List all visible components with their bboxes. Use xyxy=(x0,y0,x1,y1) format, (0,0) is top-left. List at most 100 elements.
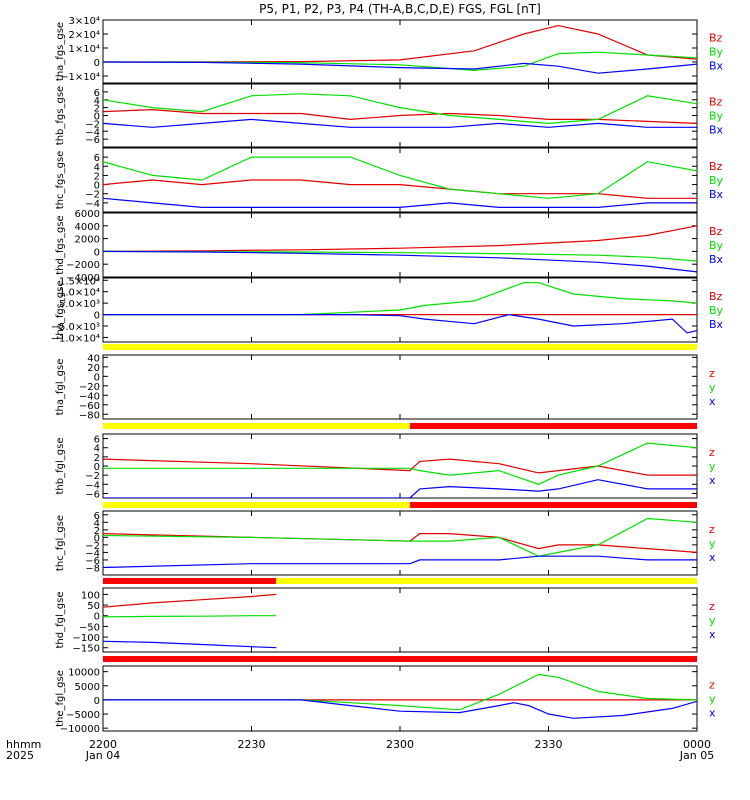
y-axis-label: thc_fgs_gse xyxy=(55,151,66,210)
legend-item-z: z xyxy=(709,523,715,536)
legend-item-x: x xyxy=(709,551,716,564)
y-tick-label: 4 xyxy=(94,444,100,455)
y-tick-label: 4 xyxy=(94,518,100,529)
series-line-x xyxy=(103,555,697,569)
legend-item-Bx: Bx xyxy=(709,124,724,137)
y-tick-label: −8 xyxy=(85,563,100,574)
y-tick-label: −6 xyxy=(85,135,100,146)
x-axis-label-line1: hhmm xyxy=(6,738,41,751)
panel-frame xyxy=(102,665,698,732)
y-tick-label: −2 xyxy=(85,190,100,201)
y-tick-label: −150 xyxy=(73,644,100,655)
y-tick-label: −5.0×10³ xyxy=(51,322,100,333)
y-tick-label: 0 xyxy=(94,112,100,123)
y-tick-label: −4 xyxy=(85,480,100,491)
panel-frame xyxy=(102,19,698,84)
series-line-By xyxy=(103,51,697,72)
status-bar xyxy=(103,423,697,429)
x-tick-label: 0000 xyxy=(683,738,711,751)
y-axis-label: thd_fgs_gse xyxy=(55,215,66,274)
series-line-Bz xyxy=(103,24,697,63)
y-tick-label: −1×10⁴ xyxy=(60,72,100,83)
series-group xyxy=(103,93,697,128)
legend-item-z: z xyxy=(709,679,715,692)
series-line-Bz xyxy=(103,108,697,124)
y-tick-label: −2 xyxy=(85,119,100,130)
y-tick-label: −4 xyxy=(85,127,100,138)
y-tick-label: −40 xyxy=(79,391,100,402)
y-tick-label: 0 xyxy=(94,533,100,544)
series-group xyxy=(103,282,697,334)
status-segment-yellow xyxy=(103,423,410,429)
series-line-x xyxy=(103,699,697,719)
status-segment-red xyxy=(409,423,697,429)
series-line-Bx xyxy=(103,61,697,74)
y-axis-label: thd_fgl_gse xyxy=(55,592,66,649)
y-tick-label: 0 xyxy=(94,58,100,69)
y-tick-label: 4 xyxy=(94,162,100,173)
x-tick-date-label: Jan 04 xyxy=(85,749,120,762)
legend-item-y: y xyxy=(709,693,716,706)
y-axis-label: thb_fgs_gse xyxy=(55,86,66,145)
panel-frame xyxy=(102,354,698,420)
legend-item-y: y xyxy=(709,460,716,473)
panel-frame xyxy=(102,433,698,499)
y-tick-label: 1.5×10⁴ xyxy=(59,276,100,287)
y-tick-label: −2 xyxy=(85,471,100,482)
series-line-Bx xyxy=(103,250,697,273)
series-group xyxy=(103,593,277,649)
series-line-y xyxy=(103,673,697,711)
y-tick-label: 6 xyxy=(94,511,100,522)
series-line-y xyxy=(103,615,277,618)
y-tick-label: 6 xyxy=(94,153,100,164)
y-tick-label: −2 xyxy=(85,541,100,552)
status-bar xyxy=(103,344,697,350)
y-axis-label: the_fgl_gse xyxy=(55,670,66,727)
y-tick-label: −5000 xyxy=(66,710,100,721)
y-tick-label: 100 xyxy=(81,590,100,601)
y-tick-label: −50 xyxy=(79,622,100,633)
legend-item-y: y xyxy=(709,381,716,394)
legend-item-By: By xyxy=(709,174,724,187)
y-axis-label: tha_fgs_gse xyxy=(55,22,66,81)
x-tick-label: 2300 xyxy=(386,738,414,751)
legend-item-x: x xyxy=(709,474,716,487)
y-tick-label: 1.0×10⁴ xyxy=(59,288,100,299)
y-tick-label: 0 xyxy=(94,247,100,258)
y-tick-label: 2000 xyxy=(75,235,100,246)
y-tick-label: 2×10⁴ xyxy=(69,30,100,41)
y-tick-label: 20 xyxy=(87,363,100,374)
status-bar xyxy=(103,502,697,508)
panel-frame xyxy=(102,212,698,278)
legend-item-By: By xyxy=(709,239,724,252)
series-group xyxy=(103,225,697,273)
y-axis-label: thb_fgl_gse xyxy=(55,438,66,495)
series-line-x xyxy=(103,640,277,649)
legend-item-z: z xyxy=(709,446,715,459)
panel-frame xyxy=(102,587,698,653)
status-segment-yellow xyxy=(103,502,410,508)
legend-item-Bz: Bz xyxy=(709,96,723,109)
series-line-y xyxy=(103,517,697,557)
y-tick-label: 1×10⁴ xyxy=(69,44,100,55)
y-tick-label: 5000 xyxy=(75,682,100,693)
status-bar xyxy=(103,578,697,584)
x-tick-label: 2230 xyxy=(238,738,266,751)
series-line-Bx xyxy=(103,118,697,128)
y-tick-label: 5.0×10³ xyxy=(59,299,100,310)
y-tick-label: 0 xyxy=(94,462,100,473)
status-segment-red xyxy=(409,502,697,508)
status-segment-red xyxy=(103,578,277,584)
y-tick-label: 4000 xyxy=(75,222,100,233)
y-tick-label: 6 xyxy=(94,88,100,99)
y-tick-label: 0 xyxy=(94,181,100,192)
